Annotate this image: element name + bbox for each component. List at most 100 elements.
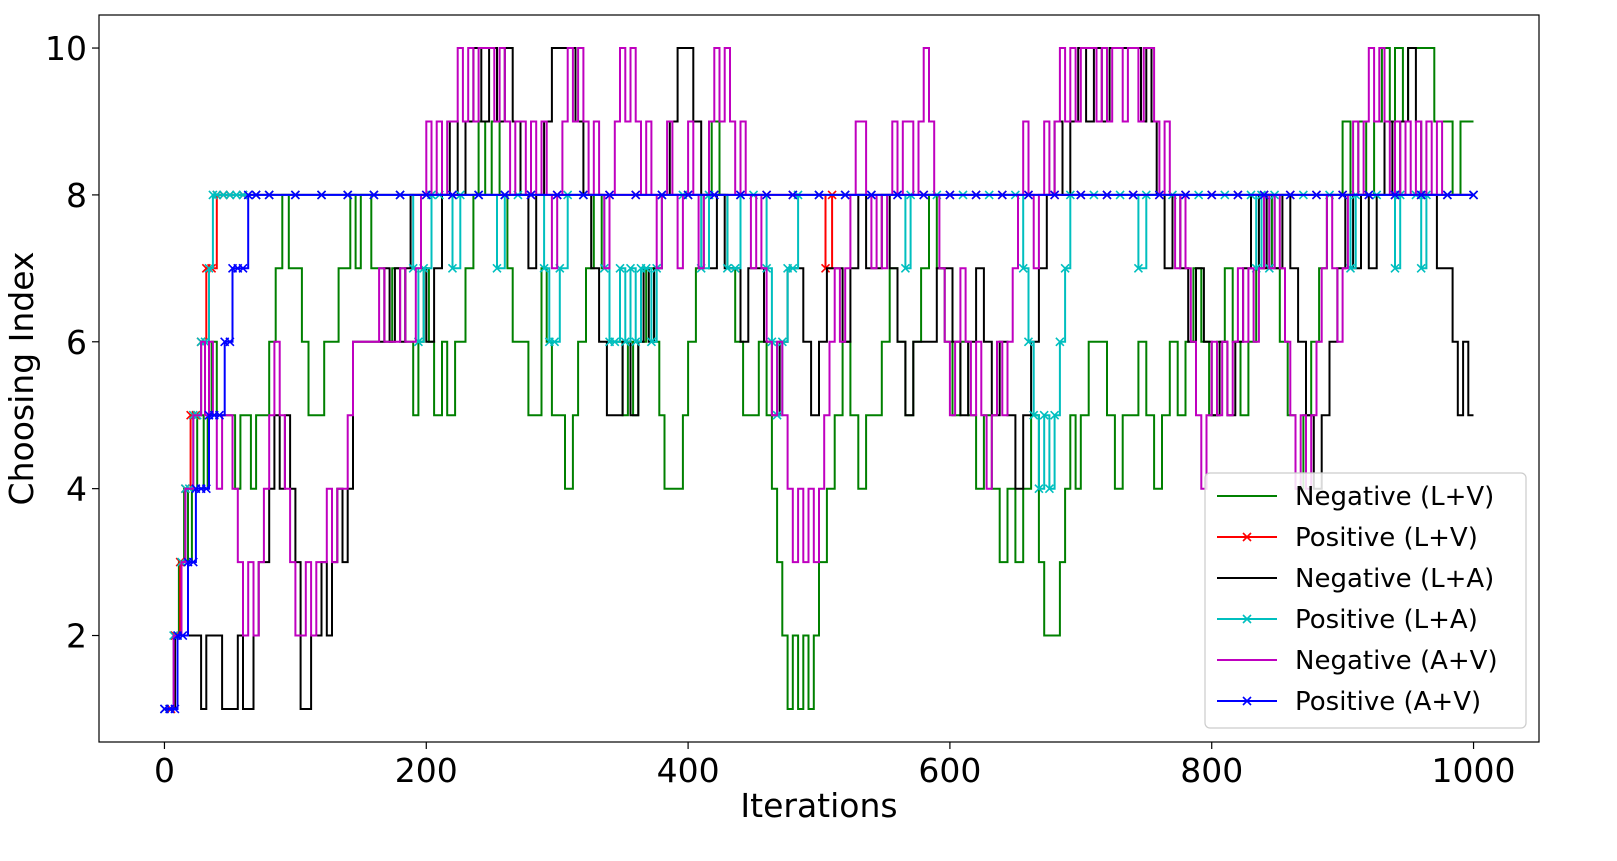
series-6-point [604,190,615,200]
series-4-point [1055,337,1065,347]
legend-item: Negative (L+V) [1217,482,1494,512]
series-6-point [290,190,300,200]
legend-marker [1242,614,1252,624]
series-4-point [1034,484,1044,494]
series-2-point [820,263,831,273]
y-tick-label: 10 [45,29,87,68]
x-axis-title: Iterations [740,786,897,825]
series-6-point [225,337,235,347]
series-6-point [814,190,824,200]
legend-item: Positive (A+V) [1217,687,1481,717]
series-1 [164,47,1474,710]
series-6-point [1233,190,1243,200]
x-tick-label: 0 [154,751,175,790]
series-6-point [243,190,253,200]
legend-label: Positive (L+A) [1295,605,1478,635]
series-layer [159,47,1479,714]
series-4-point [625,263,636,273]
x-tick-label: 600 [918,751,981,790]
series-6-point [866,190,876,200]
legend-label: Positive (L+V) [1295,523,1478,553]
series-4-point [722,263,732,273]
y-tick-label: 2 [66,617,87,656]
series-4-point [231,190,242,200]
series-4-point [225,190,235,200]
series-6-point [1180,190,1191,200]
legend-label: Negative (L+V) [1295,482,1494,512]
series-6-point [1364,190,1374,200]
series-6-point [1207,190,1217,200]
legend-item: Positive (L+V) [1217,523,1478,553]
series-6-point [762,190,772,200]
series-4-point [646,337,657,347]
series-4-point [620,337,630,347]
y-tick-label: 4 [66,470,87,509]
series-4-point [900,263,910,273]
series-6-point [201,484,211,494]
series-6-point [1442,190,1452,200]
series-4-point [204,263,214,273]
series-4-point [1018,263,1028,273]
series-4-point [492,263,502,273]
series-6-point [500,190,510,200]
series-4-point [549,337,560,347]
series-4-point [447,263,458,273]
series-4-point [610,337,620,347]
series-5 [164,47,1474,710]
series-6-point [474,190,484,200]
series-6-point [1102,190,1112,200]
series-line-5 [164,47,1474,710]
series-4-point [730,263,740,273]
series-6-point [188,557,198,567]
x-axis: 0 200 400 600 800 1000 [154,742,1516,790]
series-4-point [641,263,651,273]
series-4-point [1039,410,1049,420]
series-6-point [447,190,458,200]
series-6-point [264,190,274,200]
y-axis: 2 4 6 8 10 [45,29,99,656]
series-4-point [1044,484,1054,494]
series-6-point [178,630,188,641]
legend-label: Positive (A+V) [1295,687,1481,717]
legend-marker [1242,532,1252,542]
series-4-point [539,263,549,273]
series-6-point [892,190,903,200]
series-4-point [208,190,218,200]
series-6-point [251,190,261,200]
series-6-point [1285,190,1295,200]
series-4-point [212,190,222,200]
series-6-point [1390,190,1400,200]
series-6-point [1416,190,1426,200]
series-6-point [1076,190,1086,200]
series-6-point [657,190,667,200]
x-tick-label: 800 [1180,751,1243,790]
series-4-point [1133,263,1143,273]
series-4-point [788,263,798,273]
series-4-point [1029,410,1039,420]
series-6-point [238,263,248,273]
legend-item: Positive (L+A) [1217,605,1478,635]
y-tick-label: 8 [66,176,87,215]
series-6-point [1154,190,1164,200]
x-tick-label: 200 [395,751,458,790]
legend-marker [1242,696,1252,706]
series-6-point [971,190,981,200]
legend-item: Negative (A+V) [1217,646,1498,676]
series-6-point [1311,190,1322,200]
legend-item: Negative (L+A) [1217,564,1494,594]
series-4-point [1390,263,1400,273]
series-6-point [214,410,225,420]
y-tick-label: 6 [66,323,87,362]
series-6-point [709,190,719,200]
series-4-point [1050,410,1060,420]
series-6-point [1023,190,1034,200]
series-4-point [1023,337,1034,347]
series-6-point [1259,190,1269,200]
series-2-point [175,557,185,567]
series-6 [159,190,1479,714]
legend-box [1204,472,1527,729]
series-6-point [369,190,379,200]
series-6-point [631,190,641,200]
series-6-point [919,190,929,200]
